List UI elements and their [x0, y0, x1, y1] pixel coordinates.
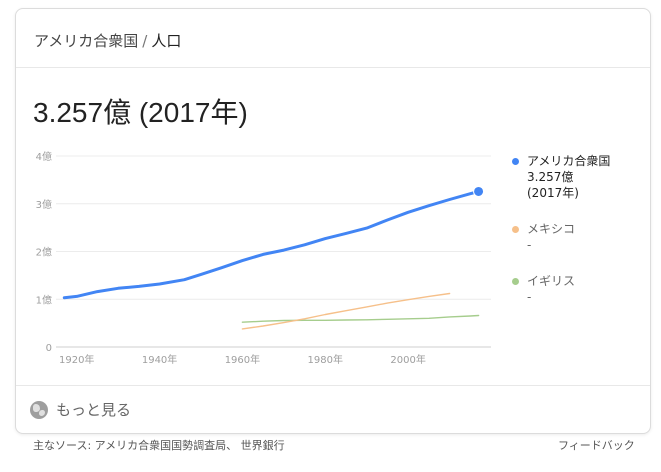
legend-item-usa[interactable]: アメリカ合衆国 3.257億 (2017年)	[512, 153, 647, 201]
y-tick-label: 4億	[36, 150, 52, 163]
legend-dot-usa	[512, 158, 519, 165]
x-tick-label: 2000年	[390, 353, 425, 366]
y-tick-label: 2億	[36, 246, 52, 259]
y-tick-label: 0	[46, 343, 52, 354]
series-line-uk	[241, 314, 480, 323]
legend-name: イギリス	[527, 274, 576, 288]
sources-text: 主なソース: アメリカ合衆国国勢調査局、 世界銀行	[33, 439, 285, 452]
population-card: アメリカ合衆国 / 人口 3.257億 (2017年) 0 1億 2億 3億 4億 1920年…	[15, 8, 651, 434]
legend-item-mexico[interactable]: メキシコ -	[512, 221, 647, 253]
y-tick-label: 1億	[36, 293, 52, 306]
legend-name: アメリカ合衆国	[527, 154, 611, 168]
more-label: もっと見る	[56, 401, 132, 419]
footer-divider	[16, 385, 650, 386]
breadcrumb-entity[interactable]: アメリカ合衆国	[34, 32, 139, 50]
legend-dot-uk	[512, 278, 519, 285]
chart-legend: アメリカ合衆国 3.257億 (2017年) メキシコ - イギリス -	[512, 153, 647, 325]
y-tick-label: 3億	[36, 198, 52, 211]
x-tick-label: 1940年	[142, 353, 177, 366]
legend-name: メキシコ	[527, 222, 576, 236]
globe-icon	[30, 400, 48, 419]
header-divider	[16, 67, 650, 68]
legend-value: -	[527, 238, 532, 252]
legend-year: (2017年)	[527, 186, 579, 200]
legend-dot-mexico	[512, 226, 519, 233]
population-chart[interactable]: 0 1億 2億 3億 4億 1920年 1940年 1960年 1980年 2000年	[16, 139, 506, 379]
more-link[interactable]: もっと見る	[30, 399, 131, 420]
series-line-usa	[62, 190, 481, 300]
breadcrumb-topic: 人口	[151, 32, 182, 50]
legend-value: -	[527, 290, 532, 304]
legend-value: 3.257億	[527, 170, 574, 184]
feedback-link[interactable]: フィードバック	[558, 439, 635, 452]
population-value: 3.257億 (2017年)	[33, 97, 248, 128]
series-end-point	[473, 185, 485, 197]
series-line-mexico	[241, 292, 451, 330]
legend-item-uk[interactable]: イギリス -	[512, 273, 647, 305]
breadcrumb-separator: /	[142, 32, 148, 50]
x-tick-label: 1960年	[225, 353, 260, 366]
breadcrumb: アメリカ合衆国 / 人口	[34, 30, 181, 51]
x-tick-label: 1920年	[59, 353, 94, 366]
x-tick-label: 1980年	[308, 353, 343, 366]
